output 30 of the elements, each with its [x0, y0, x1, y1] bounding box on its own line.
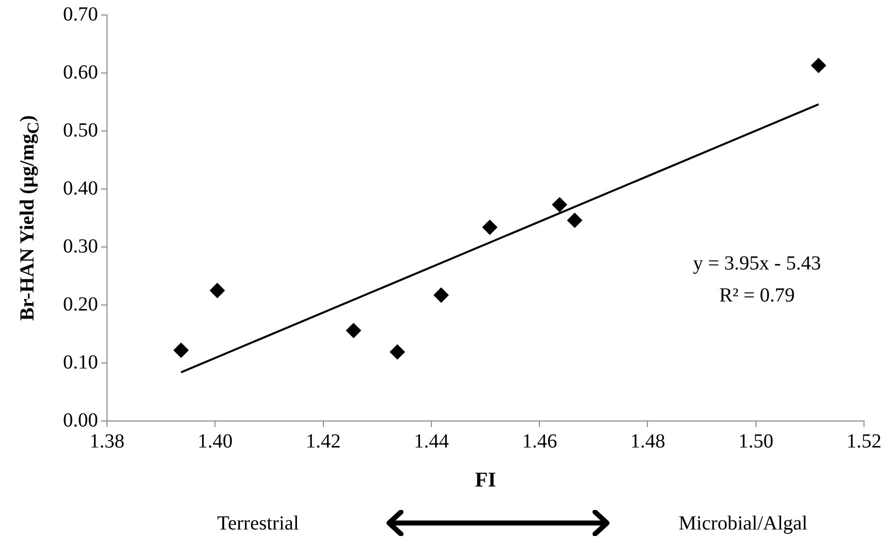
text: Microbial/Algal: [678, 512, 808, 534]
y-tick-label: 0.10: [63, 351, 98, 374]
point: [811, 58, 826, 73]
y-tick-label: 0.00: [63, 409, 98, 432]
point: [552, 197, 568, 212]
point: [346, 323, 362, 338]
point: [482, 220, 498, 235]
y-tick-label: 0.30: [63, 235, 98, 258]
x-tick-label: 1.44: [414, 430, 449, 452]
x-tick-label: 1.48: [630, 430, 666, 452]
y-tick-label: 0.20: [63, 293, 98, 316]
y-tick-label: 0.60: [63, 61, 98, 84]
point: [174, 342, 189, 358]
point: [434, 288, 449, 303]
point: [390, 344, 405, 360]
x-tick-label: 1.38: [90, 430, 124, 452]
x-tick-label: 1.50: [738, 430, 774, 452]
annotation: R² = 0.79: [719, 284, 795, 306]
x-tick-label: 1.42: [306, 430, 341, 452]
x-tick-label: 1.40: [198, 430, 233, 452]
annotation: y = 3.95x - 5.43: [693, 252, 821, 274]
x-axis-title: FI: [475, 467, 496, 492]
y-tick-label: 0.70: [63, 3, 98, 26]
y-tick-label: 0.50: [63, 119, 98, 142]
text: Terrestrial: [217, 512, 300, 534]
point: [210, 283, 225, 298]
x-tick-label: 1.46: [522, 430, 558, 452]
x-tick-label: 1.52: [846, 430, 882, 452]
y-tick-label: 0.40: [63, 177, 98, 200]
point: [567, 212, 582, 228]
